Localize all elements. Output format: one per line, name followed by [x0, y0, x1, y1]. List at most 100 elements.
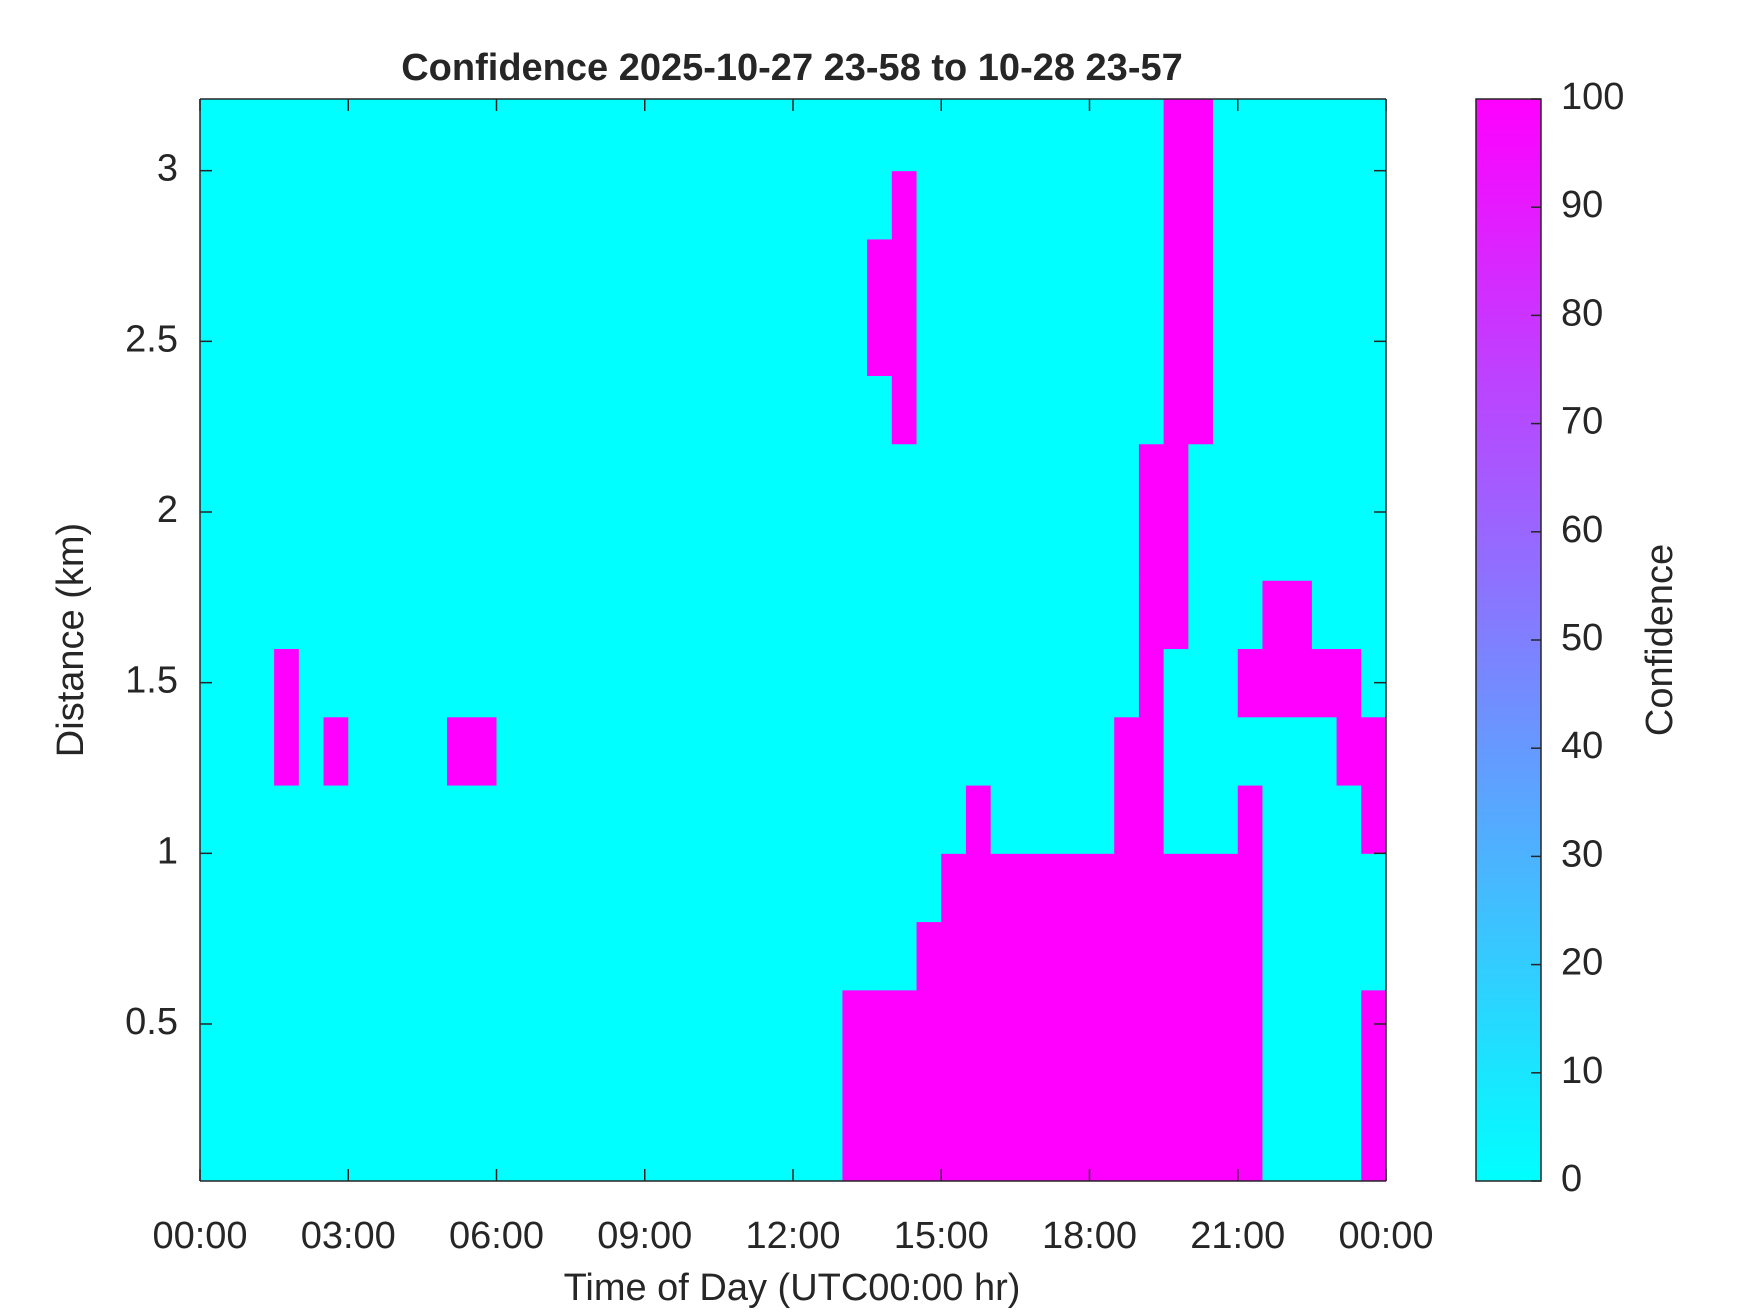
heatmap-cell: [793, 785, 819, 854]
heatmap-cell: [298, 716, 325, 786]
heatmap-cell: [1015, 921, 1041, 991]
heatmap-cell: [891, 716, 918, 786]
heatmap-cell: [447, 512, 473, 581]
heatmap-cell: [422, 307, 448, 376]
heatmap-cell: [1114, 1058, 1140, 1127]
heatmap-cell: [422, 443, 448, 513]
heatmap-cell: [1089, 99, 1115, 172]
heatmap-cell: [793, 170, 819, 240]
heatmap-cell: [595, 648, 621, 718]
heatmap-cell: [1138, 648, 1165, 718]
heatmap-cell: [768, 989, 794, 1059]
heatmap-cell: [1361, 443, 1387, 513]
heatmap-cell: [842, 785, 868, 854]
heatmap-cell: [842, 716, 868, 786]
heatmap-cell: [669, 99, 695, 172]
heatmap-cell: [1361, 716, 1387, 786]
heatmap-cell: [521, 512, 547, 581]
heatmap-cell: [323, 170, 349, 240]
heatmap-cell: [471, 238, 497, 308]
heatmap-cell: [595, 989, 621, 1059]
heatmap-cell: [397, 785, 423, 854]
heatmap-cell: [644, 853, 670, 923]
heatmap-cell: [1040, 648, 1066, 718]
heatmap-cell: [1064, 238, 1090, 308]
heatmap-cell: [422, 1126, 448, 1182]
heatmap-cell: [1064, 716, 1090, 786]
heatmap-cell: [1089, 375, 1115, 445]
heatmap-cell: [397, 1058, 423, 1127]
heatmap-cell: [718, 785, 745, 854]
x-tick-label: 15:00: [894, 1215, 989, 1257]
heatmap-cell: [793, 921, 819, 991]
heatmap-cell: [965, 580, 992, 650]
heatmap-cell: [743, 1058, 769, 1127]
heatmap-cell: [867, 853, 893, 923]
heatmap-cell: [1262, 1126, 1288, 1182]
heatmap-cell: [570, 580, 596, 650]
heatmap-cell: [372, 512, 399, 581]
heatmap-cell: [1237, 989, 1263, 1059]
heatmap-cell: [743, 989, 769, 1059]
heatmap-cell: [1361, 99, 1387, 172]
heatmap-cell: [1311, 1126, 1338, 1182]
heatmap-cell: [545, 307, 572, 376]
heatmap-cell: [1311, 921, 1338, 991]
colorbar-tick-label: 60: [1561, 509, 1603, 551]
heatmap-cell: [669, 580, 695, 650]
heatmap-cell: [718, 238, 745, 308]
heatmap-cell: [1015, 99, 1041, 172]
heatmap-cell: [1064, 1126, 1090, 1182]
heatmap-cell: [1361, 238, 1387, 308]
heatmap-cell: [1163, 853, 1189, 923]
heatmap-cell: [965, 99, 992, 172]
heatmap-cell: [348, 989, 374, 1059]
heatmap-cell: [570, 648, 596, 718]
heatmap-cell: [1237, 853, 1263, 923]
heatmap-cell: [1015, 375, 1041, 445]
heatmap-cell: [842, 921, 868, 991]
heatmap-cell: [842, 375, 868, 445]
heatmap-cell: [990, 375, 1016, 445]
y-tick-label: 2.5: [125, 318, 178, 360]
heatmap-cell: [768, 921, 794, 991]
heatmap-cell: [743, 921, 769, 991]
heatmap-cell: [224, 307, 250, 376]
heatmap-cell: [521, 443, 547, 513]
heatmap-cell: [768, 99, 794, 172]
heatmap-cell: [1015, 853, 1041, 923]
heatmap-cell: [249, 1126, 275, 1182]
heatmap-cell: [1311, 375, 1338, 445]
heatmap-cell: [1287, 648, 1313, 718]
heatmap-cell: [891, 443, 918, 513]
heatmap-cell: [867, 580, 893, 650]
heatmap-cell: [1262, 716, 1288, 786]
heatmap-cell: [1138, 170, 1165, 240]
colorbar-tick-label: 0: [1561, 1158, 1582, 1200]
heatmap-cell: [422, 170, 448, 240]
heatmap-cell: [422, 785, 448, 854]
heatmap-cell: [298, 853, 325, 923]
heatmap-cell: [1262, 443, 1288, 513]
heatmap-cell: [867, 238, 893, 308]
heatmap-cell: [422, 853, 448, 923]
heatmap-cell: [274, 580, 300, 650]
heatmap-cell: [941, 307, 967, 376]
heatmap-cell: [1336, 580, 1362, 650]
heatmap-cell: [1015, 648, 1041, 718]
heatmap-cell: [471, 375, 497, 445]
heatmap-cell: [1188, 853, 1214, 923]
heatmap-cell: [817, 785, 843, 854]
heatmap-cell: [1138, 307, 1165, 376]
heatmap-cell: [1287, 716, 1313, 786]
heatmap-cell: [1064, 307, 1090, 376]
heatmap-cell: [595, 1126, 621, 1182]
heatmap-cell: [620, 512, 646, 581]
heatmap-cell: [1163, 375, 1189, 445]
heatmap-cell: [768, 238, 794, 308]
heatmap-cell: [545, 989, 572, 1059]
heatmap-cell: [867, 99, 893, 172]
heatmap-cell: [372, 716, 399, 786]
heatmap-cell: [570, 853, 596, 923]
heatmap-cell: [1114, 170, 1140, 240]
